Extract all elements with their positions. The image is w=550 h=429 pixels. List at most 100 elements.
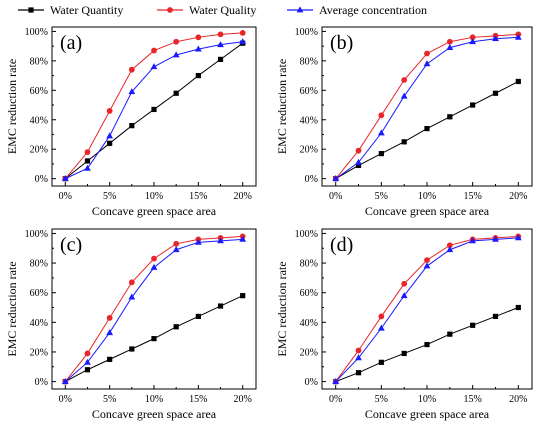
data-point [401, 280, 408, 287]
y-tick-label: 60% [30, 288, 48, 299]
data-point [129, 346, 135, 352]
data-point [128, 279, 135, 286]
panel-label: (a) [60, 32, 82, 54]
data-point [61, 377, 69, 384]
chart-panel-c: 0% 5% 10% 15% 20% 0% 20% 40% 60% 80% 100% Concave g… [5, 228, 257, 421]
chart-panel-a: 0% 5% 10% 15% 20% 0% 20% 40% 60% 80% 100% Concave g… [5, 26, 257, 218]
y-tick-label: 60% [30, 86, 48, 97]
series-water-quantity [62, 293, 246, 385]
data-point [377, 324, 385, 331]
data-point [515, 78, 521, 85]
x-tick-label: 20% [234, 394, 252, 405]
x-axis-title: Concave green space area [365, 407, 490, 421]
data-point [150, 263, 158, 270]
data-point [469, 237, 477, 244]
data-point [514, 234, 522, 241]
x-tick-label: 15% [189, 191, 207, 202]
legend-label: Water Quality [189, 3, 256, 17]
legend-label: Water Quantity [50, 3, 123, 17]
data-point [492, 90, 499, 96]
data-point [492, 313, 499, 320]
data-point [151, 47, 157, 54]
data-point [355, 347, 362, 354]
x-tick-label: 5% [375, 394, 388, 405]
series-water-quality [62, 29, 246, 182]
y-axis-title: EMC reduction rate [275, 261, 289, 356]
x-tick-label: 20% [509, 394, 527, 405]
y-tick-label: 80% [30, 259, 48, 270]
x-tick-label: 10% [145, 394, 163, 405]
x-tick-label: 15% [189, 394, 207, 405]
x-tick-label: 0% [59, 191, 72, 202]
data-point [107, 356, 113, 362]
data-point [129, 123, 135, 129]
y-tick-label: 20% [300, 145, 318, 156]
data-point [446, 246, 454, 253]
data-point [173, 90, 179, 96]
series-average-concentration [61, 235, 247, 384]
y-tick-label: 100% [295, 229, 318, 240]
data-point [106, 132, 114, 139]
x-tick-label: 10% [145, 191, 163, 202]
series-water-quality [332, 233, 522, 385]
y-tick-label: 40% [30, 115, 48, 126]
data-point [355, 370, 362, 376]
data-point [150, 63, 158, 70]
data-point [84, 158, 91, 164]
data-point [332, 377, 340, 384]
y-tick-label: 100% [295, 27, 318, 38]
y-tick-label: 60% [300, 86, 318, 97]
series-line [335, 36, 519, 180]
data-point [240, 293, 246, 299]
x-tick-label: 0% [59, 394, 72, 405]
y-tick-label: 0% [35, 174, 48, 185]
data-point [194, 238, 202, 245]
data-point [514, 33, 522, 40]
data-point [173, 324, 179, 330]
data-point [447, 331, 453, 337]
x-tick-label: 20% [234, 191, 252, 202]
series-water-quantity [62, 40, 246, 182]
data-point [239, 29, 246, 36]
y-tick-label: 20% [300, 347, 318, 358]
data-point [106, 314, 113, 321]
chart-panels: 0% 5% 10% 15% 20% 0% 20% 40% 60% 80% 100% Concave g… [5, 26, 533, 421]
legend-item-water-quantity: Water Quantity [18, 3, 123, 17]
series-average-concentration [332, 33, 522, 182]
data-point [172, 246, 180, 253]
data-point [423, 60, 431, 67]
data-point [84, 358, 91, 365]
y-axis-title: EMC reduction rate [5, 59, 19, 154]
y-tick-label: 40% [300, 318, 318, 329]
panel-label: (c) [60, 234, 82, 256]
x-tick-label: 10% [418, 394, 436, 405]
chart-panel-b: 0% 5% 10% 15% 20% 0% 20% 40% 60% 80% 100% Concave g… [275, 26, 533, 218]
data-point [446, 38, 453, 45]
x-tick-label: 0% [329, 191, 342, 202]
y-tick-label: 40% [300, 115, 318, 126]
series-water-quality [62, 233, 246, 385]
x-tick-label: 15% [463, 191, 481, 202]
data-point [424, 257, 430, 264]
plot-frame [51, 228, 257, 390]
data-point [84, 350, 91, 357]
data-point [151, 106, 157, 113]
data-point [128, 88, 136, 95]
data-point [84, 149, 91, 156]
y-tick-label: 0% [305, 174, 318, 185]
data-point [355, 147, 362, 154]
data-point [84, 164, 91, 171]
data-point [355, 162, 362, 168]
legend-marker [28, 7, 34, 13]
data-point [217, 41, 224, 48]
panel-label: (d) [330, 234, 353, 256]
y-tick-label: 60% [300, 288, 318, 299]
y-axis-title: EMC reduction rate [5, 261, 19, 356]
data-point [239, 38, 247, 45]
x-tick-label: 15% [463, 394, 481, 405]
data-point [470, 322, 476, 328]
y-tick-label: 40% [30, 318, 48, 329]
data-point [195, 313, 201, 320]
data-point [172, 51, 180, 58]
series-line [64, 32, 243, 179]
